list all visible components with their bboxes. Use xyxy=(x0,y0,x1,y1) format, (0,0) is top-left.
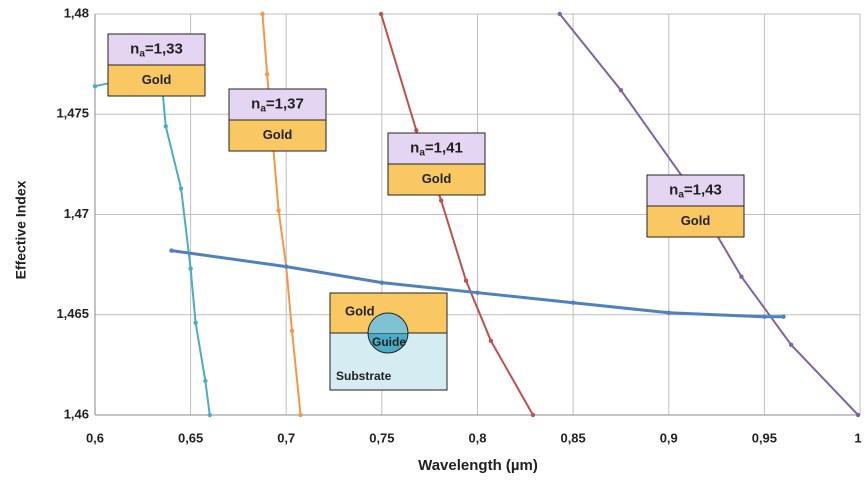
annotation-text: =1,33 xyxy=(145,40,183,57)
x-axis-label: Wavelength (µm) xyxy=(418,457,538,474)
point-marker xyxy=(557,11,562,17)
box-bottom xyxy=(387,163,486,196)
annotation-symbol: n xyxy=(669,181,678,198)
annotation-box: na=1,37 Gold xyxy=(228,88,327,152)
point-marker xyxy=(207,412,212,418)
point-marker xyxy=(762,314,767,319)
x-tick-label: 0,9 xyxy=(660,430,678,445)
point-marker xyxy=(203,378,208,384)
annotation-subscript: a xyxy=(419,147,425,158)
inset: Gold Guide Substrate xyxy=(329,292,448,391)
point-marker xyxy=(855,412,861,418)
annotation-box: na=1,41 Gold xyxy=(387,132,486,196)
y-tick-label: 1,475 xyxy=(56,106,89,121)
annotation-subscript: a xyxy=(260,103,266,114)
point-marker xyxy=(475,290,480,295)
annotation-label: na=1,37 xyxy=(251,95,304,114)
annotation-subscript: a xyxy=(139,48,145,59)
annotation-symbol: n xyxy=(251,95,260,112)
layer-label: Gold xyxy=(263,127,293,142)
point-marker xyxy=(284,264,289,269)
point-marker xyxy=(530,412,536,418)
x-tick-label: 0,85 xyxy=(560,430,585,445)
point-marker xyxy=(260,11,265,17)
point-marker xyxy=(438,198,444,203)
point-marker xyxy=(188,266,193,271)
annotation-label: na=1,41 xyxy=(410,139,463,158)
point-marker xyxy=(570,300,576,305)
point-marker xyxy=(463,278,469,283)
box-bottom xyxy=(107,64,206,97)
inset-core-label: Guide xyxy=(372,335,406,349)
series-line xyxy=(261,13,302,416)
layer-label: Gold xyxy=(142,72,172,87)
series-line xyxy=(94,73,211,416)
x-tick-label: 0,75 xyxy=(369,430,394,445)
annotation-text: =1,37 xyxy=(266,95,304,112)
annotation-symbol: n xyxy=(130,40,139,57)
box-bottom xyxy=(228,119,327,152)
series-line xyxy=(171,249,784,319)
box-top xyxy=(646,174,745,207)
x-tick-label: 1 xyxy=(854,430,861,445)
point-marker xyxy=(739,274,744,279)
point-marker xyxy=(781,314,786,319)
box-bottom xyxy=(646,205,745,238)
layer-label: Gold xyxy=(681,213,711,228)
point-marker xyxy=(264,71,270,77)
point-marker xyxy=(92,83,98,89)
x-tick-label: 0,8 xyxy=(468,430,486,445)
x-tick-label: 0,65 xyxy=(178,430,203,445)
annotation-symbol: n xyxy=(410,139,419,156)
point-marker xyxy=(163,124,168,129)
y-axis-label: Effective Index xyxy=(13,180,29,279)
point-marker xyxy=(488,338,494,344)
point-marker xyxy=(618,87,624,93)
x-tick-label: 0,7 xyxy=(277,430,295,445)
annotation-box: na=1,43 Gold xyxy=(646,174,745,238)
x-tick-label: 0,95 xyxy=(752,430,777,445)
point-marker xyxy=(289,328,295,333)
point-marker xyxy=(378,11,384,17)
point-marker xyxy=(414,128,419,133)
inset-substrate-label: Substrate xyxy=(336,369,392,383)
annotation-subscript: a xyxy=(678,189,684,200)
box-top xyxy=(107,33,206,66)
y-tick-label: 1,48 xyxy=(64,5,89,20)
point-marker xyxy=(788,342,794,348)
annotation-text: =1,41 xyxy=(425,139,463,156)
annotation-label: na=1,33 xyxy=(130,40,183,59)
y-tick-label: 1,465 xyxy=(56,306,89,321)
point-marker xyxy=(276,208,281,213)
point-marker xyxy=(193,320,198,325)
point-marker xyxy=(298,412,303,418)
y-tick-label: 1,47 xyxy=(64,206,89,221)
annotation-box: na=1,33 Gold xyxy=(107,33,206,97)
point-marker xyxy=(379,280,385,285)
box-top xyxy=(228,88,327,121)
annotation-text: =1,43 xyxy=(684,181,722,198)
inset-core xyxy=(367,332,409,354)
y-tick-label: 1,46 xyxy=(64,406,89,421)
x-tick-label: 0,6 xyxy=(86,430,104,445)
inset-cladding-label: Gold xyxy=(345,303,375,318)
layer-label: Gold xyxy=(422,171,452,186)
annotation-label: na=1,43 xyxy=(669,181,722,200)
point-marker xyxy=(178,186,184,191)
point-marker xyxy=(666,310,671,315)
point-marker xyxy=(169,248,174,253)
inset-core-top xyxy=(367,312,409,334)
series-line xyxy=(380,13,534,416)
